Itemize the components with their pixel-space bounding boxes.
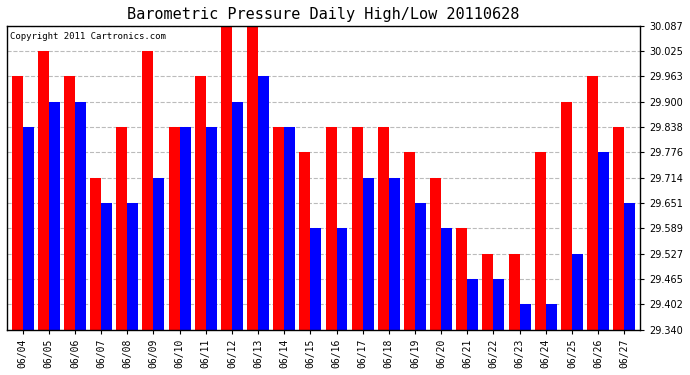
Bar — [587, 76, 598, 330]
Bar — [352, 127, 363, 330]
Text: Copyright 2011 Cartronics.com: Copyright 2011 Cartronics.com — [10, 32, 166, 41]
Bar — [363, 178, 374, 330]
Bar — [441, 228, 452, 330]
Bar — [430, 178, 441, 330]
Bar — [12, 76, 23, 330]
Bar — [598, 152, 609, 330]
Bar — [153, 178, 164, 330]
Bar — [624, 203, 635, 330]
Bar — [127, 203, 138, 330]
Bar — [572, 254, 583, 330]
Bar — [142, 51, 153, 330]
Bar — [520, 304, 531, 330]
Bar — [49, 102, 60, 330]
Bar — [299, 152, 310, 330]
Bar — [388, 178, 400, 330]
Bar — [378, 127, 388, 330]
Bar — [64, 76, 75, 330]
Bar — [101, 203, 112, 330]
Bar — [415, 203, 426, 330]
Bar — [273, 127, 284, 330]
Bar — [310, 228, 322, 330]
Bar — [247, 26, 258, 330]
Bar — [195, 76, 206, 330]
Bar — [467, 279, 478, 330]
Title: Barometric Pressure Daily High/Low 20110628: Barometric Pressure Daily High/Low 20110… — [127, 7, 520, 22]
Bar — [75, 102, 86, 330]
Bar — [482, 254, 493, 330]
Bar — [221, 26, 232, 330]
Bar — [326, 127, 337, 330]
Bar — [23, 127, 34, 330]
Bar — [206, 127, 217, 330]
Bar — [613, 127, 624, 330]
Bar — [179, 127, 190, 330]
Bar — [168, 127, 179, 330]
Bar — [535, 152, 546, 330]
Bar — [561, 102, 572, 330]
Bar — [117, 127, 127, 330]
Bar — [509, 254, 520, 330]
Bar — [493, 279, 504, 330]
Bar — [284, 127, 295, 330]
Bar — [258, 76, 269, 330]
Bar — [90, 178, 101, 330]
Bar — [38, 51, 49, 330]
Bar — [456, 228, 467, 330]
Bar — [337, 228, 348, 330]
Bar — [546, 304, 557, 330]
Bar — [404, 152, 415, 330]
Bar — [232, 102, 243, 330]
